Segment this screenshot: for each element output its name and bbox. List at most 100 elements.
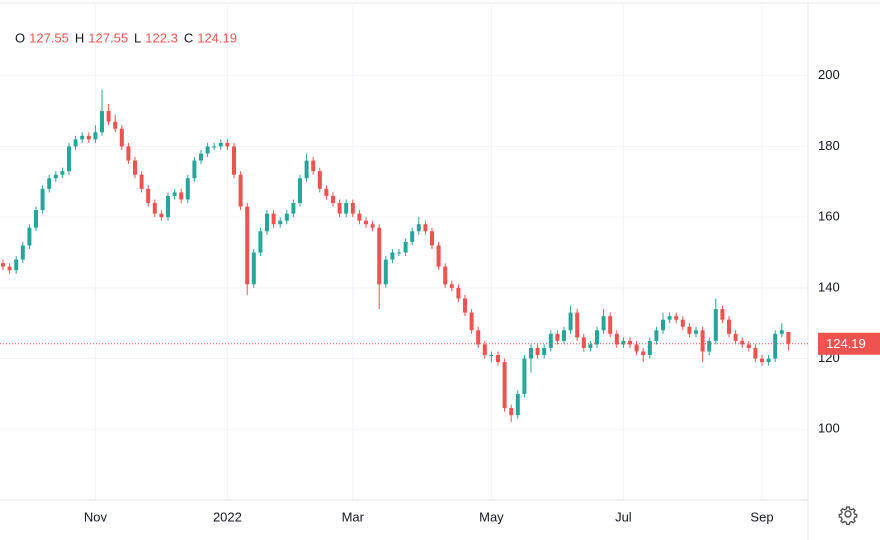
settings-icon[interactable] xyxy=(838,506,858,526)
candle-body xyxy=(298,178,302,203)
candle-body xyxy=(364,220,368,225)
candle-body xyxy=(1,263,5,267)
candle-body xyxy=(779,330,784,334)
candle-body xyxy=(595,330,599,345)
candle-body xyxy=(20,245,25,260)
ohlc-key: L xyxy=(134,30,141,45)
ohlc-value: 124.19 xyxy=(197,30,237,45)
candle-body xyxy=(377,227,382,285)
candle-body xyxy=(436,245,441,267)
candle-body xyxy=(713,309,718,341)
candle-body xyxy=(740,340,745,345)
candle-body xyxy=(146,188,151,203)
x-tick-label: Sep xyxy=(750,509,773,524)
candle-body xyxy=(258,231,263,253)
candle-body xyxy=(680,319,685,327)
candle-body xyxy=(218,142,223,147)
candle-body xyxy=(106,111,111,122)
candle-body xyxy=(179,192,184,200)
candle-body xyxy=(463,298,467,313)
candle-body xyxy=(410,231,415,242)
candle-body xyxy=(522,358,527,394)
candle-body xyxy=(667,316,672,320)
candle-body xyxy=(238,174,243,207)
candle-body xyxy=(337,203,342,214)
candle-body xyxy=(271,213,276,225)
ohlc-value: 127.55 xyxy=(88,30,128,45)
y-tick-label: 140 xyxy=(818,279,840,294)
candle-body xyxy=(786,331,791,344)
candle-body xyxy=(674,316,679,320)
candle-body xyxy=(232,146,236,175)
ohlc-value: 122.3 xyxy=(145,30,178,45)
y-tick-label: 100 xyxy=(818,421,840,436)
candle-body xyxy=(86,135,91,140)
y-tick-label: 180 xyxy=(818,138,840,153)
ohlc-legend: O 127.55 H 127.55 L 122.3 C 124.19 xyxy=(15,30,237,45)
candle-body xyxy=(542,347,547,356)
candle-body xyxy=(608,316,613,334)
candle-body xyxy=(515,393,520,416)
candle-body xyxy=(614,333,619,345)
candle-body xyxy=(469,312,474,331)
ohlc-key: H xyxy=(75,30,84,45)
candle-body xyxy=(694,330,698,334)
candle-body xyxy=(661,319,665,331)
candle-body xyxy=(773,333,778,359)
candle-body xyxy=(383,259,388,285)
candle-body xyxy=(27,227,32,246)
settings-icon-gear xyxy=(838,506,858,526)
candle-body xyxy=(100,111,104,133)
candle-body xyxy=(482,344,487,356)
candle-body xyxy=(304,160,309,179)
candle-body xyxy=(278,220,283,225)
x-tick-label: 2022 xyxy=(213,509,242,524)
candle-body xyxy=(700,330,705,352)
candle-body xyxy=(7,266,12,271)
candle-body xyxy=(509,408,514,416)
candle-body xyxy=(192,160,197,179)
candle-body xyxy=(766,358,771,363)
candle-body xyxy=(746,344,751,348)
candle-body xyxy=(489,355,494,357)
candle-body xyxy=(430,231,434,246)
candle-body xyxy=(159,213,164,218)
y-tick-label: 200 xyxy=(818,67,840,82)
candle-body xyxy=(502,362,507,409)
candle-body xyxy=(357,213,362,221)
candle-body xyxy=(284,213,289,221)
candle-body xyxy=(350,203,355,214)
candle-body xyxy=(760,358,764,363)
candle-body xyxy=(581,337,586,348)
candle-body xyxy=(34,210,38,228)
candle-body xyxy=(133,160,137,175)
candle-body xyxy=(456,287,461,299)
candle-body xyxy=(172,192,177,196)
candle-body xyxy=(60,171,65,175)
candle-body xyxy=(80,135,85,140)
candle-body xyxy=(265,213,269,232)
candle-body xyxy=(93,132,98,140)
candle-body xyxy=(331,195,335,203)
candle-body xyxy=(344,203,349,214)
candle-body xyxy=(641,351,646,356)
candle-body xyxy=(212,146,217,148)
candle-body xyxy=(53,174,58,179)
candle-body xyxy=(225,142,230,147)
candle-body xyxy=(370,224,375,228)
candle-body xyxy=(535,347,540,356)
candle-body xyxy=(199,153,203,161)
candle-body xyxy=(601,316,606,331)
x-tick-label: May xyxy=(479,509,504,524)
candle-body xyxy=(727,319,731,334)
candle-body xyxy=(126,146,131,161)
last-price-box xyxy=(818,332,880,355)
candle-body xyxy=(152,203,157,214)
candle-body xyxy=(496,355,500,363)
candle-body xyxy=(654,330,659,341)
candles xyxy=(1,89,791,423)
x-tick-label: Jul xyxy=(615,509,632,524)
candle-body xyxy=(476,330,481,345)
candle-body xyxy=(14,259,19,271)
